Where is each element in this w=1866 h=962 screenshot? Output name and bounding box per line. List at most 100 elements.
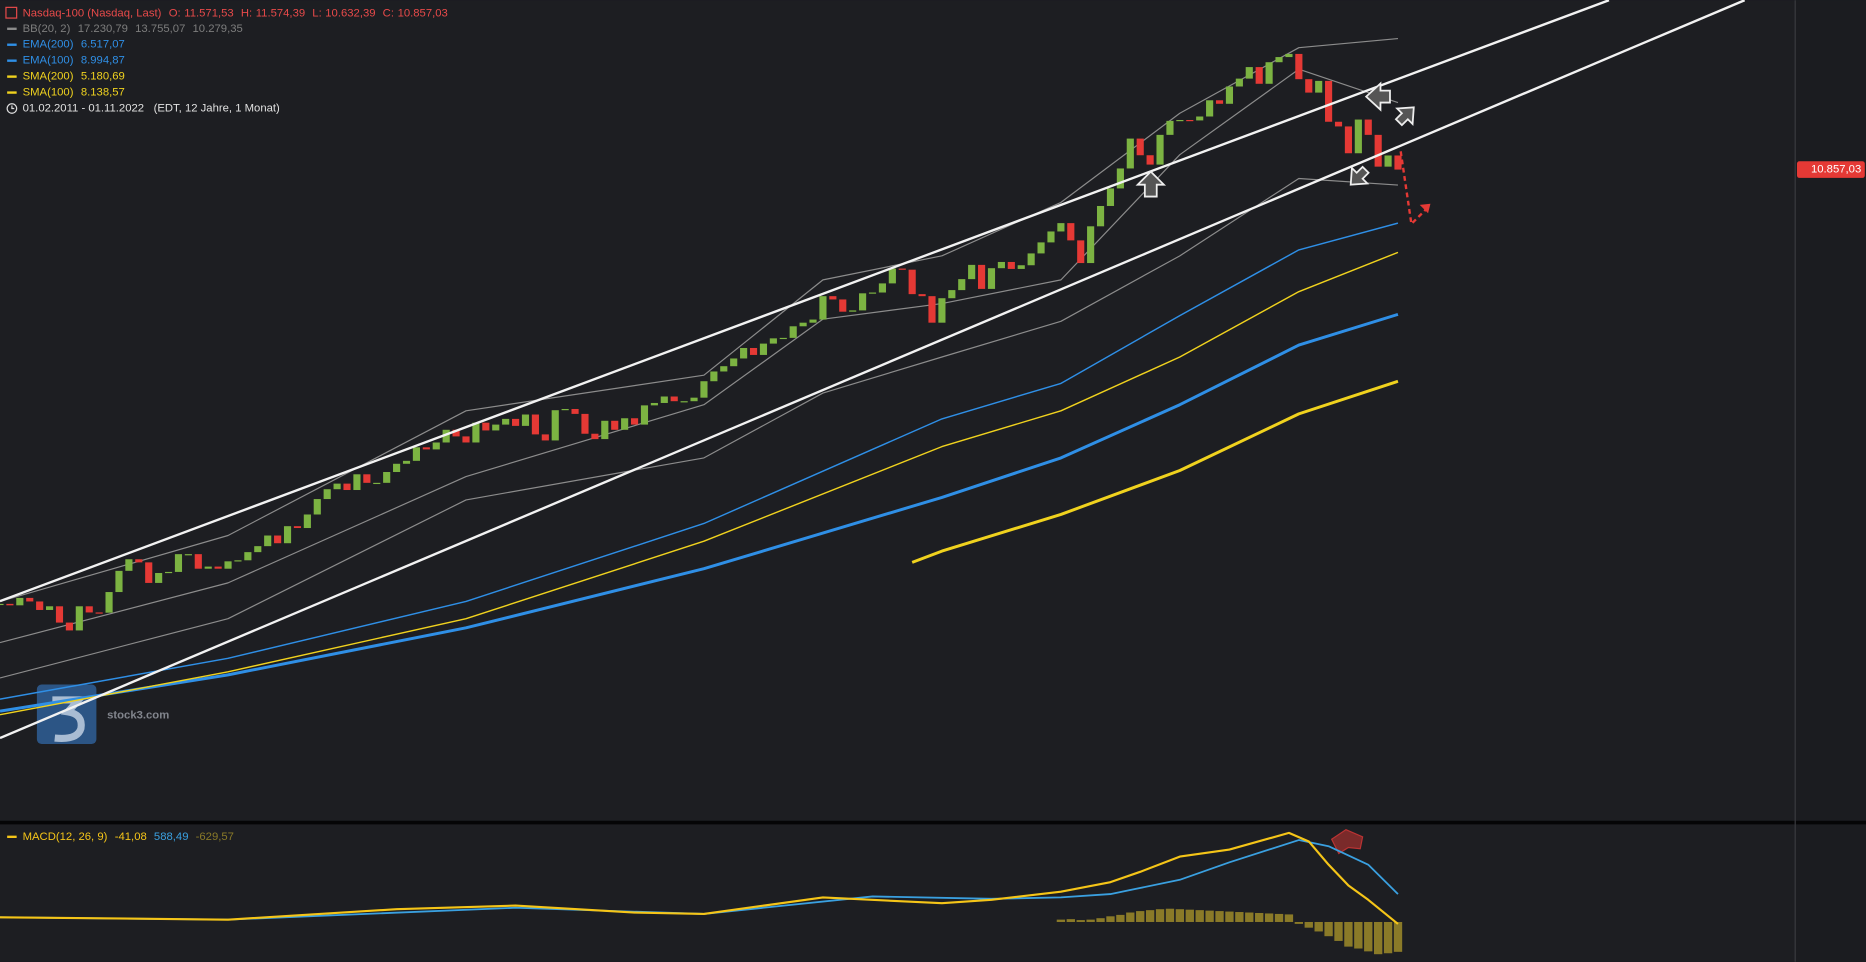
candle: [650, 402, 658, 406]
indicator-line: [911, 379, 1399, 564]
candle: [601, 420, 609, 440]
legend-value: 6.517,07: [81, 39, 125, 51]
macd-histogram-bar: [1284, 914, 1294, 922]
macd-histogram-bar: [1145, 910, 1155, 922]
candle: [1334, 121, 1343, 127]
legend-value: 5.180,69: [81, 71, 125, 83]
macd-histogram-bar: [1215, 911, 1224, 922]
candle: [283, 526, 292, 544]
macd-histogram-bar: [1096, 918, 1105, 922]
candle: [710, 371, 718, 382]
candle: [65, 622, 73, 631]
clock-icon: [6, 103, 18, 114]
candle: [630, 418, 639, 425]
watermark: [36, 684, 97, 745]
candle: [1176, 119, 1184, 122]
legend-ohlc-name: C:: [383, 7, 394, 19]
candle: [254, 546, 262, 553]
macd-histogram-bar: [1304, 921, 1313, 928]
candle: [720, 366, 728, 372]
macd-histogram-bar: [1155, 909, 1165, 922]
legend-ohlc-name: H:: [241, 7, 252, 19]
candle: [412, 447, 420, 461]
candle: [155, 573, 163, 583]
candle: [1295, 53, 1303, 80]
clock-hands: [11, 105, 15, 110]
candle: [293, 526, 302, 529]
legend-period-note: (EDT, 12 Jahre, 1 Monat): [154, 102, 280, 114]
candle: [849, 310, 857, 312]
macd-histogram-bar: [1354, 921, 1363, 949]
candle: [224, 561, 232, 569]
candle: [1305, 79, 1313, 93]
indicator-line: [0, 68, 1399, 644]
candle: [878, 283, 886, 293]
candle: [432, 442, 440, 450]
candle: [353, 474, 361, 491]
macd-histogram-bar: [1324, 921, 1333, 937]
macd-histogram-bar: [1255, 912, 1264, 922]
candle: [1047, 231, 1055, 243]
candle: [333, 483, 341, 490]
indicator-line: [0, 251, 1399, 716]
legend-value: 8.994,87: [81, 55, 125, 67]
macd-histogram-bar: [1314, 921, 1323, 932]
legend-ohlc-name: L:: [312, 7, 321, 19]
macd-histogram-bar: [1374, 921, 1383, 955]
candle: [95, 612, 103, 614]
candle: [948, 290, 956, 299]
candle: [660, 396, 668, 403]
candle: [1275, 57, 1283, 63]
candle: [383, 472, 391, 483]
candle: [1354, 119, 1362, 154]
candle: [769, 338, 777, 344]
candle: [888, 268, 896, 284]
candle: [938, 298, 946, 323]
legend-ohlc-name: O:: [169, 7, 181, 19]
candle: [1374, 134, 1382, 167]
macd-histogram-bar: [1334, 921, 1343, 941]
legend-ohlc-value: 10.632,39: [325, 7, 375, 19]
macd-histogram-bar: [1076, 920, 1085, 922]
candle: [1057, 223, 1065, 232]
macd-histogram-bar: [1383, 921, 1393, 954]
candle: [492, 424, 500, 431]
candle: [1077, 240, 1085, 264]
candle: [571, 408, 579, 414]
candle: [621, 418, 629, 430]
macd-histogram-bar: [1195, 910, 1204, 922]
candles: [0, 53, 1402, 631]
candle: [829, 296, 837, 300]
projection-arrow-head: [1419, 203, 1431, 214]
candle: [85, 606, 93, 613]
candle: [363, 474, 371, 483]
legend-name: EMA(200): [23, 39, 74, 51]
candle: [234, 560, 242, 562]
indicator-line: [0, 312, 1399, 713]
candle: [918, 294, 926, 297]
candle: [442, 429, 450, 443]
macd-legend-value: 588,49: [154, 831, 189, 843]
candle: [145, 562, 153, 583]
projection-arrow: [1399, 151, 1427, 227]
candle: [482, 422, 490, 431]
candle: [1325, 80, 1333, 122]
candle: [561, 408, 569, 411]
macd-histogram-bar: [1364, 921, 1373, 952]
candle: [452, 429, 460, 437]
legend-period: 01.02.2011 - 01.11.2022: [23, 102, 144, 114]
candle: [898, 268, 906, 270]
legend-value: 17.230,79: [78, 23, 128, 35]
macd-histogram-bar: [1344, 921, 1353, 947]
candle: [472, 422, 480, 443]
candle: [1096, 205, 1105, 227]
candle: [194, 554, 202, 569]
indicator-line: [0, 177, 1398, 679]
legend-value: 10.279,35: [193, 23, 243, 35]
candle: [799, 322, 807, 327]
macd-histogram-bar: [1205, 910, 1214, 922]
candle: [1255, 67, 1263, 84]
candle: [125, 559, 133, 571]
candle: [1364, 119, 1372, 135]
